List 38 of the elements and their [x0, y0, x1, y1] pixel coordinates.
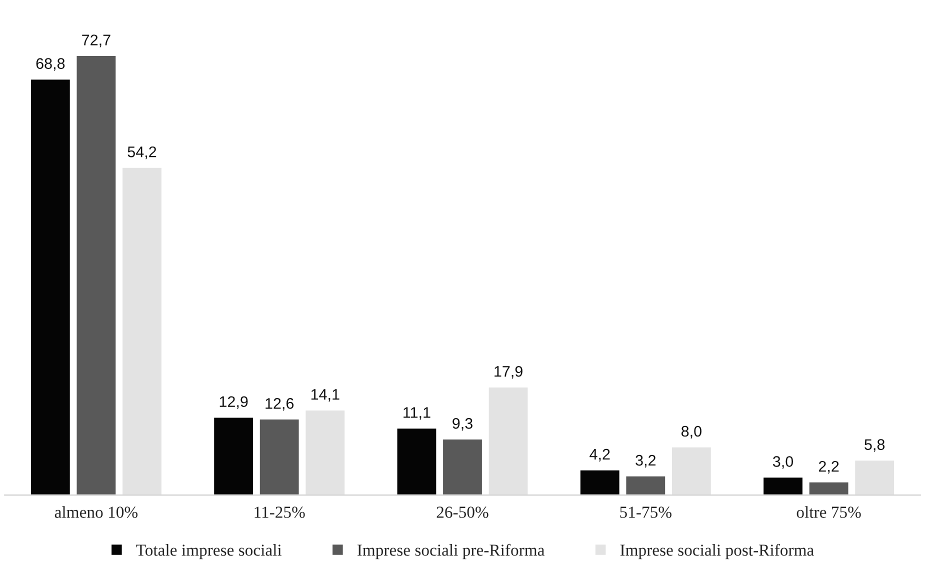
bar — [808, 481, 850, 496]
data-label: 68,8 — [36, 58, 65, 71]
legend-label: Totale imprese sociali — [136, 544, 282, 560]
data-label: 12,6 — [266, 398, 294, 411]
data-label: 2,2 — [818, 460, 839, 474]
data-label: 11,1 — [404, 407, 430, 420]
x-tick-label: 26-50% — [436, 506, 488, 518]
bar — [579, 468, 621, 496]
bar — [487, 386, 530, 496]
data-label: 4,2 — [590, 448, 610, 462]
x-tick-label: almeno 10% — [54, 506, 138, 518]
data-label: 12,9 — [220, 396, 248, 409]
bar — [670, 446, 712, 496]
data-label: 3,0 — [772, 456, 794, 469]
x-tick-label: oltre 75% — [796, 506, 861, 518]
data-label: 14,1 — [311, 389, 340, 402]
data-label: 8,0 — [681, 426, 702, 438]
bar — [396, 427, 438, 496]
bar — [121, 166, 163, 496]
legend-label: Imprese sociali pre-Riforma — [357, 544, 545, 560]
data-label: 5,8 — [864, 439, 885, 452]
bar — [442, 438, 484, 496]
bar — [854, 459, 896, 496]
bar — [30, 78, 72, 496]
data-label: 3,2 — [636, 454, 656, 468]
bar — [624, 474, 666, 496]
data-label: 54,2 — [128, 146, 156, 160]
x-tick-label: 51-75% — [620, 506, 672, 518]
bar — [258, 418, 300, 496]
data-label: 72,7 — [82, 34, 110, 48]
bar — [304, 409, 346, 496]
legend-label: Imprese sociali post-Riforma — [620, 544, 814, 560]
data-label: 17,9 — [494, 366, 522, 379]
data-label: 9,3 — [452, 418, 472, 431]
x-tick-label: 11-25% — [254, 506, 305, 518]
bar — [762, 476, 804, 496]
bar — [212, 416, 254, 496]
bar — [75, 54, 118, 496]
